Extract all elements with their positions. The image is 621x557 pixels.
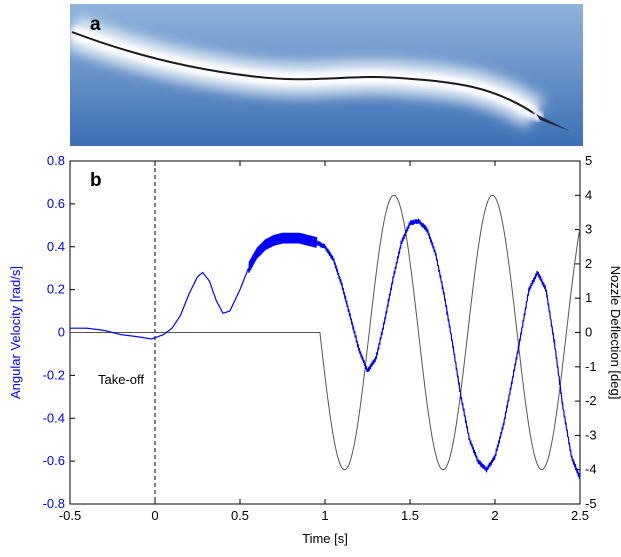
x-tick-label: 1: [321, 508, 328, 523]
y-right-tick-label: -4: [585, 462, 597, 477]
y-right-tick-label: -1: [585, 359, 597, 374]
x-axis-label: Time [s]: [302, 531, 348, 546]
rocket-body: [536, 114, 570, 131]
x-tick-label: 0: [151, 508, 158, 523]
y-left-tick-label: 0.6: [47, 196, 65, 211]
y-right-tick-label: 0: [585, 325, 592, 340]
y-left-axis-label: Angular Velocity [rad/s]: [8, 266, 23, 399]
y-right-tick-label: -3: [585, 427, 597, 442]
y-left-tick-label: 0.4: [47, 239, 65, 254]
y-right-tick-label: -5: [585, 496, 597, 511]
takeoff-annotation: Take-off: [98, 372, 144, 387]
y-right-tick-label: 5: [585, 153, 592, 168]
panel-label-a: a: [90, 14, 101, 35]
trajectory-line: [71, 31, 536, 115]
rocket-photo: a: [70, 4, 583, 146]
x-tick-label: 1.5: [401, 508, 419, 523]
y-left-tick-label: -0.6: [43, 453, 65, 468]
rocket-smoke-image: [70, 4, 583, 146]
y-right-tick-label: 1: [585, 290, 592, 305]
y-left-tick-label: 0: [58, 325, 65, 340]
y-left-tick-label: 0.2: [47, 282, 65, 297]
nozzle-deflection-line: [70, 194, 581, 471]
y-left-tick-label: 0.8: [47, 153, 65, 168]
x-tick-label: 2.5: [571, 508, 589, 523]
y-right-tick-label: 2: [585, 256, 592, 271]
x-tick-label: 2: [491, 508, 498, 523]
y-right-axis-label: Nozzle Deflection [deg]: [608, 266, 621, 400]
angular-velocity-line: [70, 218, 581, 479]
y-left-tick-label: -0.2: [43, 367, 65, 382]
panel-label-b: b: [90, 170, 102, 191]
line-chart: -0.5 0 0.5 1 1.5 2 2.5 -0.8 -0.6 -0.4 -0.2 0 0.2 0.4 0…: [8, 153, 621, 546]
x-tick-label: -0.5: [59, 508, 81, 523]
y-right-tick-label: 4: [585, 187, 592, 202]
y-left-tick-label: -0.4: [43, 410, 65, 425]
x-tick-label: 0.5: [231, 508, 249, 523]
y-right-tick-label: -2: [585, 393, 597, 408]
y-right-tick-label: 3: [585, 222, 592, 237]
y-left-tick-label: -0.8: [43, 496, 65, 511]
chart-panel: -0.5 0 0.5 1 1.5 2 2.5 -0.8 -0.6 -0.4 -0.2 0 0.2 0.4 0…: [0, 150, 621, 552]
